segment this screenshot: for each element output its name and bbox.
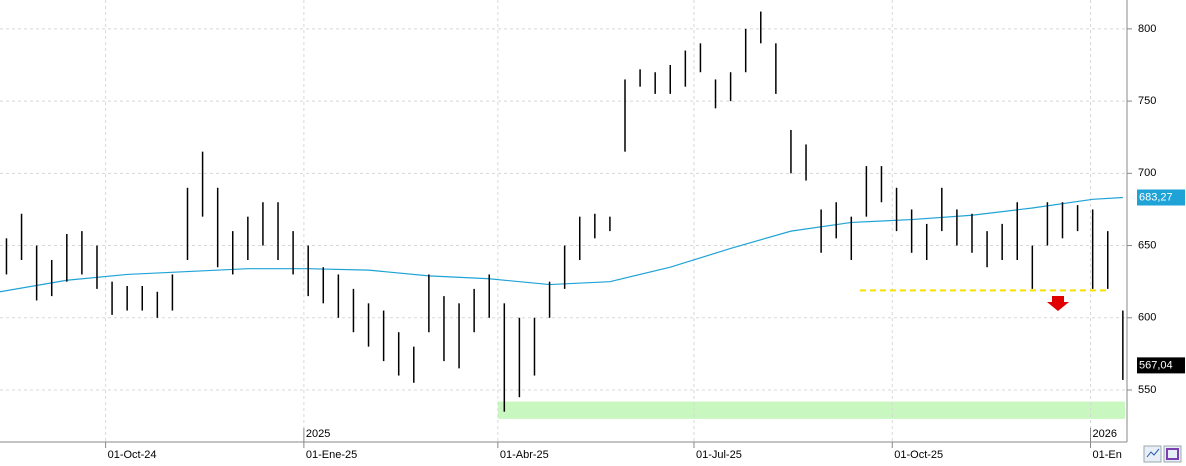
value-box — [1137, 357, 1185, 374]
y-tick-label: 700 — [1138, 167, 1156, 179]
x-tick-label: 01-Oct-25 — [894, 449, 943, 461]
background — [0, 0, 1127, 442]
year-label: 2025 — [306, 428, 330, 440]
down-arrow — [1047, 296, 1069, 311]
x-tick-label: 01-En — [1093, 449, 1122, 461]
value-box — [1137, 189, 1185, 206]
icon — [1166, 448, 1179, 460]
support-zone — [497, 401, 1125, 419]
value-label: 567,04 — [1139, 359, 1173, 371]
x-tick-label: 01-Abr-25 — [500, 449, 549, 461]
y-tick-label: 600 — [1138, 312, 1156, 324]
value-label: 683,27 — [1139, 191, 1173, 203]
y-tick-label: 750 — [1138, 95, 1156, 107]
moving-average — [0, 196, 1123, 293]
icon — [1146, 448, 1160, 458]
toolbar-icons — [1143, 445, 1182, 463]
y-tick-label: 550 — [1138, 384, 1156, 396]
year-label: 2026 — [1093, 428, 1117, 440]
x-tick-label: 01-Ene-25 — [306, 449, 357, 461]
x-tick-label: 01-Jul-25 — [696, 449, 742, 461]
y-tick-label: 650 — [1138, 239, 1156, 251]
y-tick-label: 800 — [1138, 23, 1156, 35]
x-tick-label: 01-Oct-24 — [108, 449, 157, 461]
